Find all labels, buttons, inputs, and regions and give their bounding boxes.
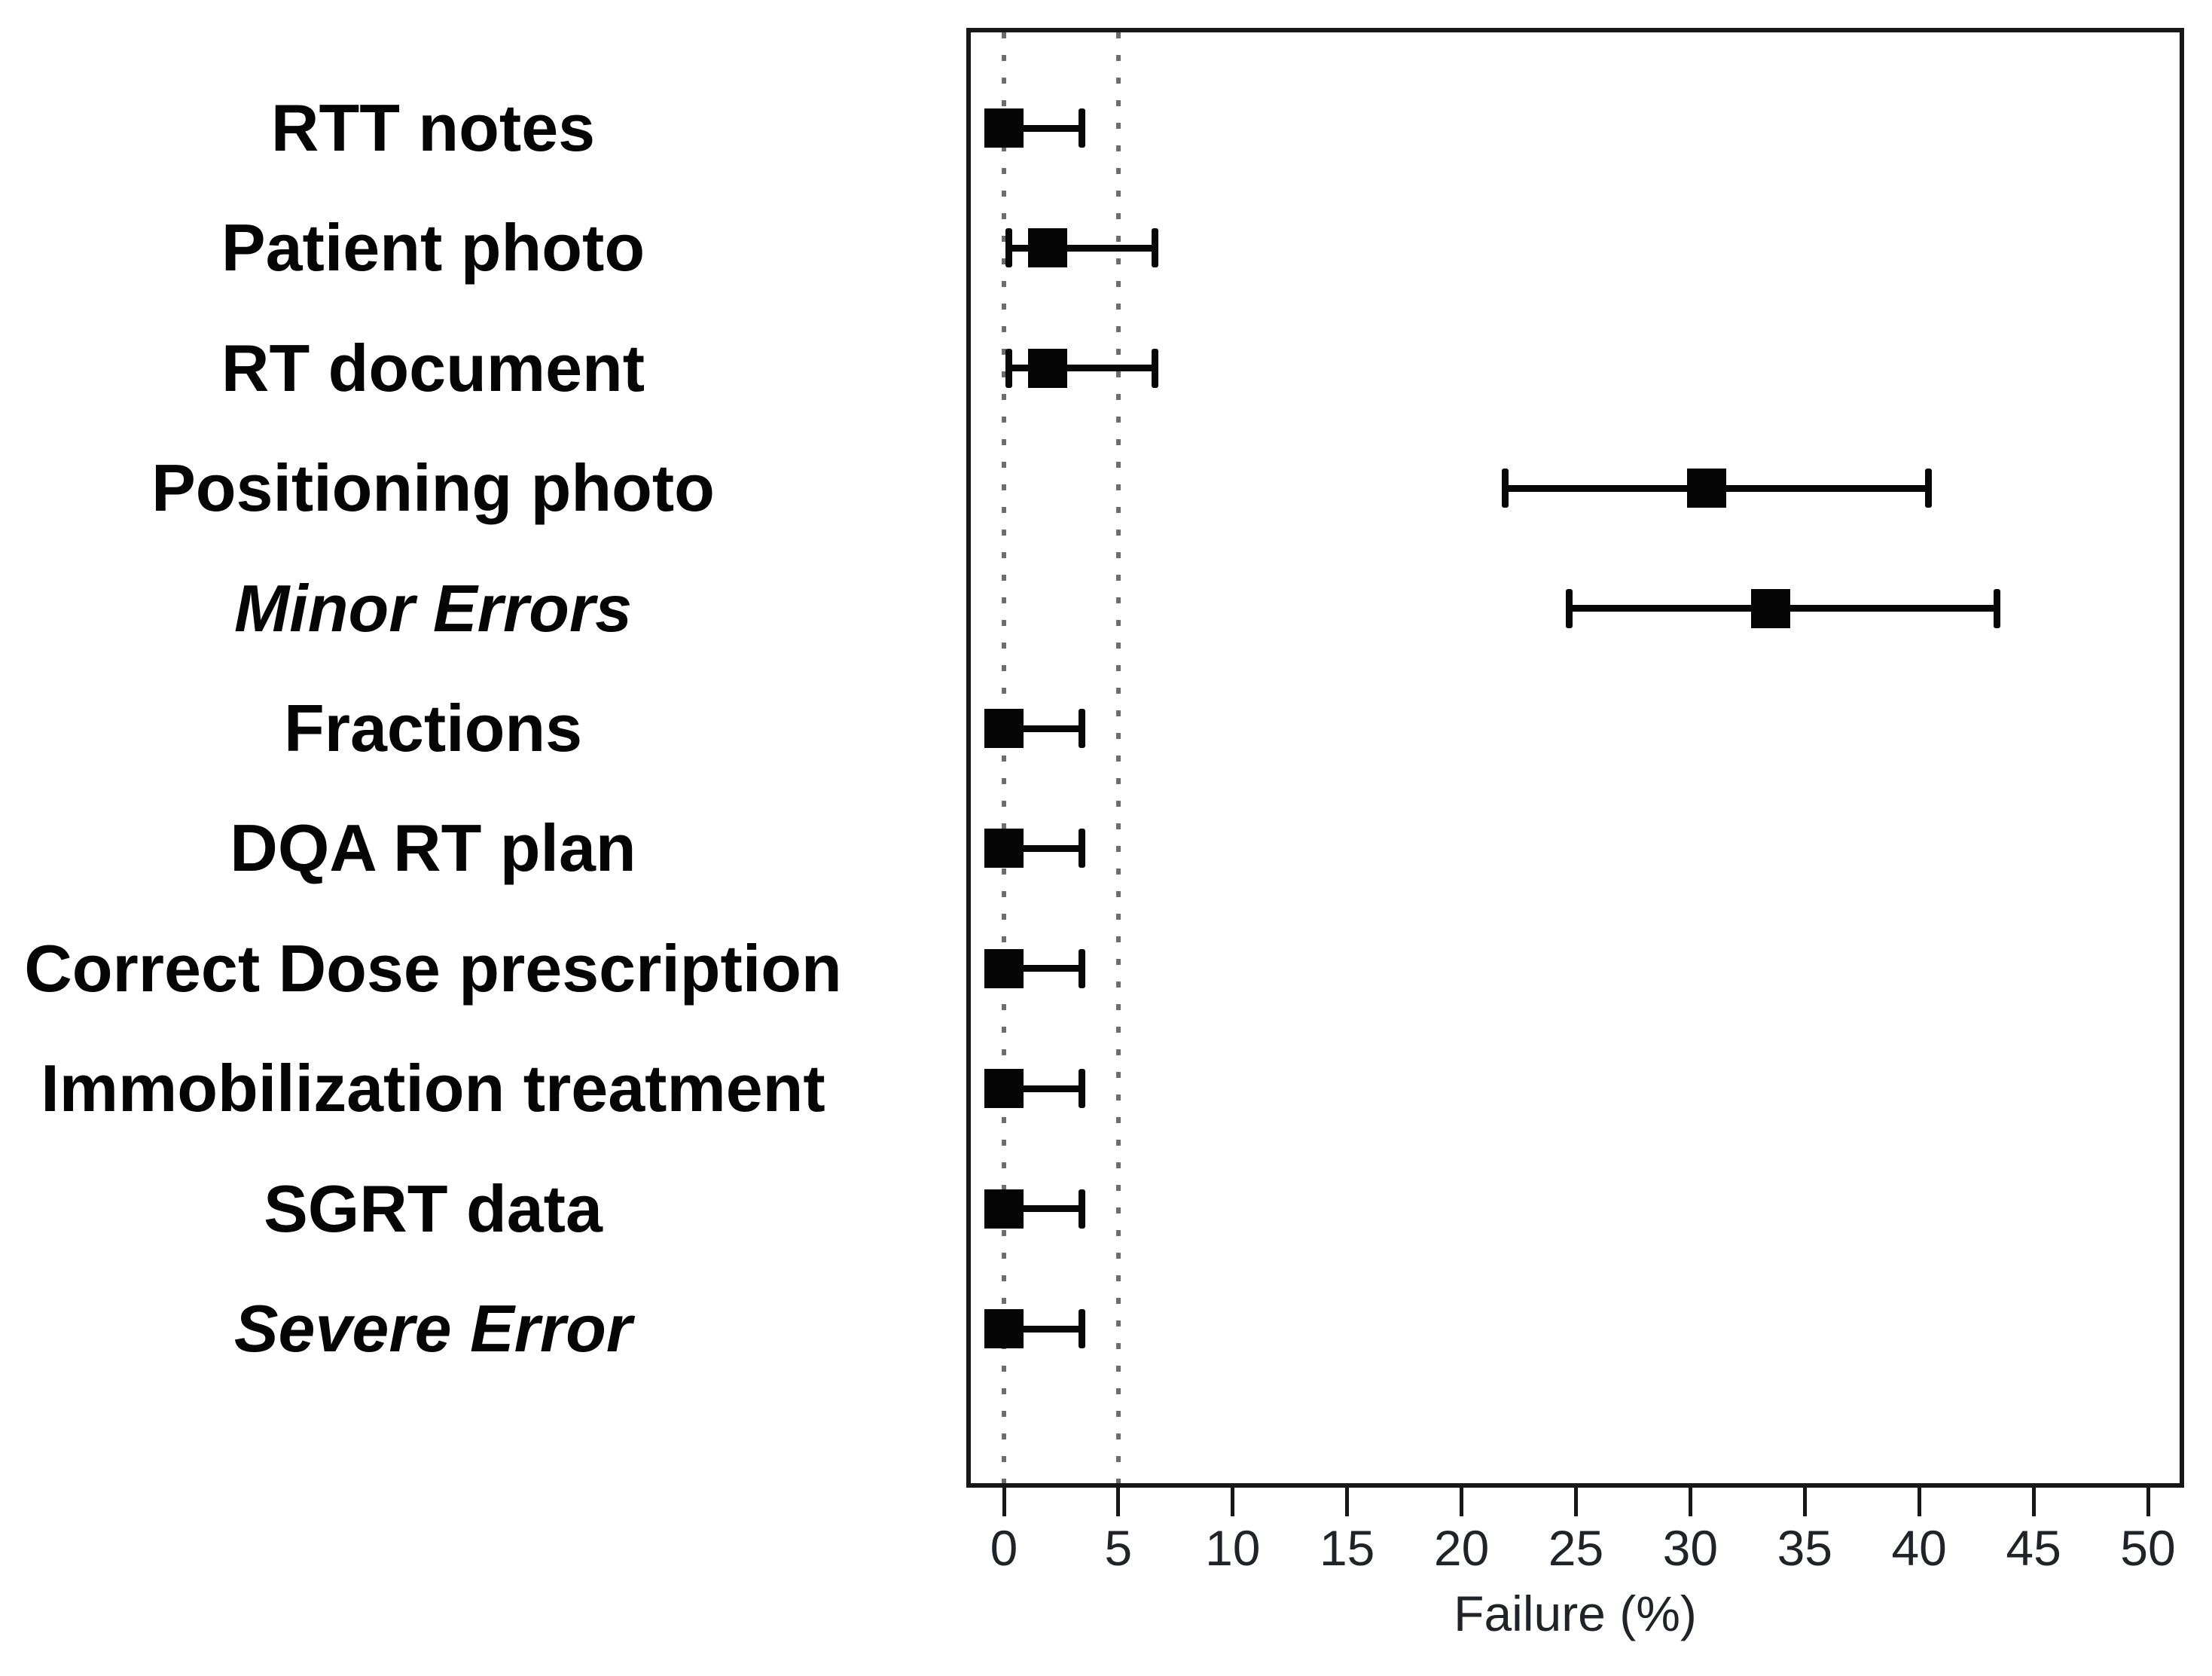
x-tick-label-10: 10: [1205, 1520, 1261, 1576]
point-marker: [984, 1189, 1024, 1229]
ci-whisker: [1008, 365, 1155, 372]
ci-whisker: [1004, 1205, 1082, 1213]
x-tick-label-50: 50: [2120, 1520, 2176, 1576]
x-tick-label-0: 0: [990, 1520, 1018, 1576]
plot-area-box: [966, 28, 2184, 1488]
x-tick-40: [1917, 1488, 1921, 1516]
x-tick-label-35: 35: [1777, 1520, 1832, 1576]
reference-line-x5: [1115, 32, 1121, 1483]
ci-cap-low: [1565, 588, 1573, 628]
ci-cap-high: [1993, 588, 2000, 628]
x-tick-45: [2031, 1488, 2036, 1516]
x-tick-30: [1688, 1488, 1692, 1516]
x-tick-5: [1116, 1488, 1121, 1516]
ci-cap-high: [1078, 108, 1085, 148]
ci-cap-high: [1078, 709, 1085, 748]
point-marker: [984, 1069, 1024, 1109]
category-label: Patient photo: [221, 210, 645, 285]
reference-line-x0: [1002, 32, 1006, 1483]
category-label: RT document: [221, 330, 645, 405]
ci-cap-high: [1078, 948, 1085, 988]
x-tick-label-30: 30: [1662, 1520, 1719, 1576]
point-marker: [1027, 228, 1067, 268]
category-label: Correct Dose prescription: [24, 930, 842, 1006]
point-marker: [1027, 348, 1067, 388]
ci-whisker: [1004, 124, 1082, 132]
category-label: Severe Error: [233, 1291, 633, 1366]
x-tick-25: [1574, 1488, 1578, 1516]
category-label: Minor Errors: [233, 570, 633, 646]
ci-whisker: [1004, 1325, 1082, 1333]
point-marker: [984, 829, 1024, 869]
ci-cap-high: [1078, 1069, 1085, 1109]
ci-cap-high: [1078, 1309, 1085, 1348]
point-marker: [984, 709, 1024, 748]
ci-whisker: [1008, 244, 1155, 252]
x-axis-title: Failure (%): [1454, 1586, 1697, 1641]
point-marker: [984, 1309, 1024, 1348]
point-marker: [1686, 469, 1726, 508]
ci-cap-high: [1924, 469, 1932, 508]
category-label: SGRT data: [264, 1171, 603, 1246]
x-tick-label-5: 5: [1104, 1520, 1133, 1576]
x-tick-label-25: 25: [1548, 1520, 1604, 1576]
category-label: Immobilization treatment: [41, 1051, 825, 1126]
x-tick-label-45: 45: [2006, 1520, 2061, 1576]
category-label: DQA RT plan: [230, 811, 636, 886]
category-label: Positioning photo: [151, 450, 715, 526]
x-tick-label-20: 20: [1433, 1520, 1490, 1576]
ci-cap-low: [1501, 469, 1509, 508]
point-marker: [984, 108, 1024, 148]
x-tick-0: [1002, 1488, 1006, 1516]
ci-cap-high: [1078, 1189, 1085, 1229]
ci-cap-high: [1078, 829, 1085, 869]
category-label: Fractions: [283, 691, 583, 765]
ci-whisker: [1004, 965, 1082, 972]
point-marker: [1750, 588, 1790, 628]
x-tick-15: [1345, 1488, 1350, 1516]
x-tick-label-40: 40: [1891, 1520, 1947, 1576]
point-marker: [984, 948, 1024, 988]
ci-cap-high: [1152, 348, 1158, 388]
ci-cap-low: [1005, 228, 1012, 268]
ci-cap-low: [1005, 348, 1012, 388]
ci-cap-high: [1152, 228, 1158, 268]
ci-whisker: [1004, 1085, 1082, 1092]
x-tick-10: [1231, 1488, 1235, 1516]
x-tick-35: [1802, 1488, 1807, 1516]
ci-whisker: [1004, 725, 1082, 732]
ci-whisker: [1004, 844, 1082, 852]
x-tick-label-15: 15: [1319, 1520, 1375, 1576]
x-tick-20: [1460, 1488, 1464, 1516]
x-tick-50: [2146, 1488, 2150, 1516]
category-label: RTT notes: [270, 90, 596, 165]
